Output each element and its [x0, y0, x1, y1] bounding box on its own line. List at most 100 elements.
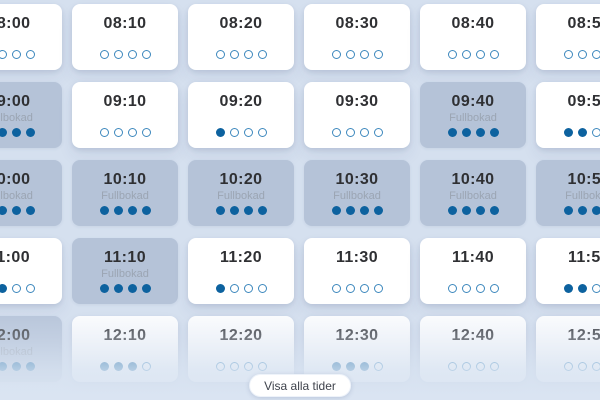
time-slot-card[interactable]: 11:40 [420, 238, 526, 304]
slot-time: 08:10 [103, 15, 147, 32]
time-slot-card[interactable]: 09:30 [304, 82, 410, 148]
capacity-dots [99, 284, 151, 293]
time-slot-card[interactable]: 11:20 [188, 238, 294, 304]
booked-dot-icon [475, 206, 485, 215]
capacity-dots [0, 362, 35, 371]
time-slot-card[interactable]: 11:30 [304, 238, 410, 304]
booked-dot-icon [25, 128, 35, 137]
time-slot-card[interactable]: 12:30 [304, 316, 410, 382]
capacity-dots [99, 362, 151, 371]
slot-status: Fullbokad [217, 190, 265, 202]
free-dot-icon [447, 362, 457, 371]
booked-dot-icon [243, 206, 253, 215]
time-slot-card[interactable]: 08:00 [0, 4, 62, 70]
slot-status: Fullbokad [0, 346, 33, 358]
time-slot-card[interactable]: 12:10 [72, 316, 178, 382]
capacity-dots [99, 50, 151, 59]
time-slot-card[interactable]: 12:50 [536, 316, 600, 382]
capacity-dots [447, 362, 499, 371]
time-slot-card[interactable]: 08:10 [72, 4, 178, 70]
free-dot-icon [359, 50, 369, 59]
booked-dot-icon [25, 362, 35, 371]
booked-dot-icon [99, 206, 109, 215]
slot-time: 11:40 [451, 249, 495, 266]
slot-time: 08:00 [0, 15, 31, 32]
time-slot-card[interactable]: 08:30 [304, 4, 410, 70]
slot-status: Fullbokad [449, 190, 497, 202]
capacity-dots [563, 206, 600, 215]
capacity-dots [563, 128, 600, 137]
capacity-dots [331, 206, 383, 215]
capacity-dots [331, 128, 383, 137]
capacity-dots [0, 206, 35, 215]
free-dot-icon [331, 128, 341, 137]
time-slot-card[interactable]: 12:20 [188, 316, 294, 382]
time-slot-card[interactable]: 08:50 [536, 4, 600, 70]
free-dot-icon [25, 284, 35, 293]
capacity-dots [331, 362, 383, 371]
free-dot-icon [373, 284, 383, 293]
time-slot-card[interactable]: 09:10 [72, 82, 178, 148]
capacity-dots [215, 128, 267, 137]
capacity-dots [563, 362, 600, 371]
booked-dot-icon [11, 206, 21, 215]
free-dot-icon [243, 362, 253, 371]
time-slot-grid: 08:00 08:10 08:20 08:30 08:40 08:50 09:00 Fullb… [0, 4, 600, 382]
capacity-dots [0, 50, 35, 59]
free-dot-icon [99, 50, 109, 59]
time-slot-card: 10:00 Fullbokad [0, 160, 62, 226]
slot-time: 11:50 [567, 249, 600, 266]
free-dot-icon [359, 284, 369, 293]
booked-dot-icon [141, 206, 151, 215]
time-slot-card[interactable]: 09:20 [188, 82, 294, 148]
slot-time: 11:10 [103, 249, 147, 266]
time-slot-card[interactable]: 08:40 [420, 4, 526, 70]
free-dot-icon [331, 50, 341, 59]
free-dot-icon [257, 362, 267, 371]
free-dot-icon [229, 128, 239, 137]
slot-time: 08:40 [451, 15, 495, 32]
free-dot-icon [141, 50, 151, 59]
slot-status: Fullbokad [333, 190, 381, 202]
free-dot-icon [591, 362, 600, 371]
capacity-dots [0, 128, 35, 137]
free-dot-icon [345, 284, 355, 293]
free-dot-icon [229, 362, 239, 371]
booked-dot-icon [113, 206, 123, 215]
slot-time: 12:50 [567, 327, 600, 344]
slot-time: 09:40 [451, 93, 495, 110]
time-slot-card[interactable]: 09:50 [536, 82, 600, 148]
time-slot-card[interactable]: 12:40 [420, 316, 526, 382]
slot-time: 12:30 [335, 327, 379, 344]
time-slot-card[interactable]: 11:00 [0, 238, 62, 304]
booked-dot-icon [127, 284, 137, 293]
show-all-times-button[interactable]: Visa alla tider [249, 374, 351, 397]
booked-dot-icon [331, 362, 341, 371]
slot-time: 12:20 [219, 327, 263, 344]
booked-dot-icon [591, 206, 600, 215]
slot-time: 10:10 [103, 171, 147, 188]
booked-dot-icon [215, 206, 225, 215]
booked-dot-icon [113, 284, 123, 293]
free-dot-icon [461, 284, 471, 293]
free-dot-icon [11, 50, 21, 59]
booked-dot-icon [99, 284, 109, 293]
capacity-dots [215, 362, 267, 371]
booked-dot-icon [331, 206, 341, 215]
free-dot-icon [489, 284, 499, 293]
free-dot-icon [447, 50, 457, 59]
booked-dot-icon [0, 206, 7, 215]
booked-dot-icon [563, 206, 573, 215]
booked-dot-icon [141, 284, 151, 293]
time-slot-card: 10:10 Fullbokad [72, 160, 178, 226]
free-dot-icon [475, 50, 485, 59]
free-dot-icon [373, 128, 383, 137]
time-slot-card: 09:00 Fullbokad [0, 82, 62, 148]
booked-dot-icon [0, 362, 7, 371]
time-slot-card: 12:00 Fullbokad [0, 316, 62, 382]
free-dot-icon [229, 50, 239, 59]
time-slot-card[interactable]: 11:50 [536, 238, 600, 304]
free-dot-icon [25, 50, 35, 59]
free-dot-icon [373, 362, 383, 371]
time-slot-card[interactable]: 08:20 [188, 4, 294, 70]
